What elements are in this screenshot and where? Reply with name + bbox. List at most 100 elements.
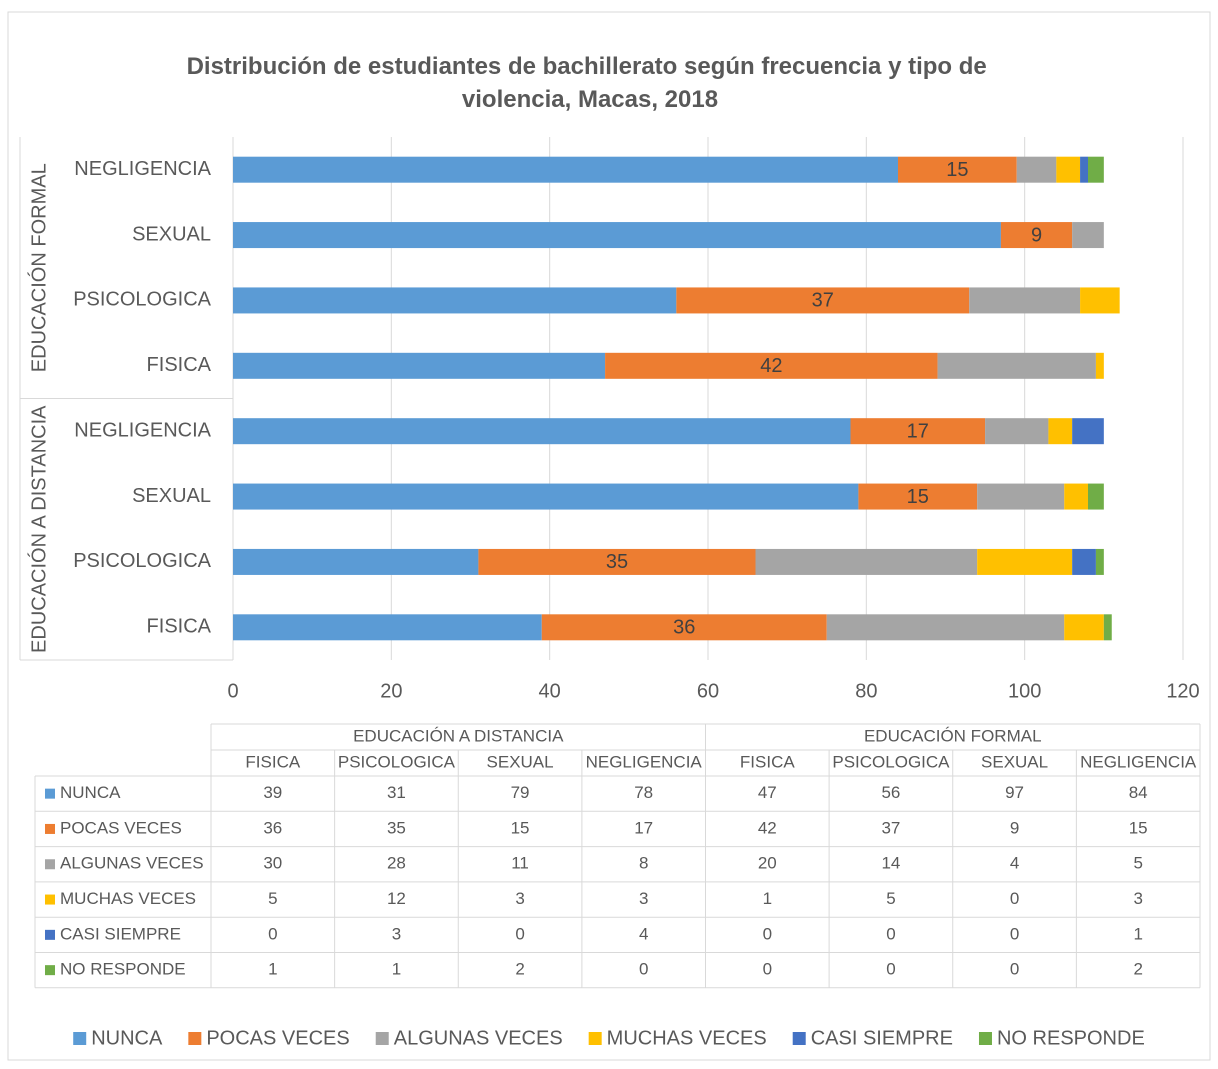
- table-cell: 84: [1129, 783, 1148, 802]
- table-cell: 1: [763, 889, 772, 908]
- legend-label: MUCHAS VECES: [607, 1027, 767, 1049]
- x-tick-label: 40: [539, 680, 561, 702]
- table-column-header: SEXUAL: [487, 752, 554, 771]
- data-label: 9: [1031, 224, 1042, 246]
- bar-segment: [969, 287, 1081, 314]
- table-cell: 4: [1010, 854, 1019, 873]
- table-cell: 0: [1010, 889, 1019, 908]
- legend-label: NUNCA: [91, 1027, 163, 1049]
- data-label: 35: [606, 551, 628, 573]
- table-cell: 37: [881, 818, 900, 837]
- table-cell: 0: [886, 960, 895, 979]
- bar-segment: [676, 287, 970, 314]
- table-cell: 17: [634, 818, 653, 837]
- table-cell: 1: [1133, 924, 1142, 943]
- table-cell: 3: [392, 924, 401, 943]
- bar-segment: [233, 352, 606, 379]
- y-tick-label: NEGLIGENCIA: [74, 419, 211, 441]
- bar-segment: [1016, 156, 1057, 183]
- y-tick-label: PSICOLOGICA: [73, 550, 211, 572]
- table-cell: 12: [387, 889, 406, 908]
- table-cell: 2: [1133, 960, 1142, 979]
- table-row-header: POCAS VECES: [60, 818, 182, 837]
- bar-segment: [898, 156, 1017, 183]
- bar-segment: [233, 483, 859, 510]
- table-cell: 2: [515, 960, 524, 979]
- legend-key: [978, 1032, 992, 1045]
- legend: NUNCA POCAS VECES ALGUNAS VECES MUCHAS VECE…: [73, 1027, 1145, 1049]
- bar-segment: [233, 287, 677, 314]
- table-row-header: ALGUNAS VECES: [60, 854, 204, 873]
- legend-key: [45, 788, 55, 799]
- table-column-header: NEGLIGENCIA: [1080, 752, 1197, 771]
- legend-key: [73, 1032, 87, 1045]
- table-group-header: EDUCACIÓN A DISTANCIA: [353, 726, 564, 745]
- bar-segment: [858, 483, 978, 510]
- legend-key: [45, 823, 55, 834]
- table-cell: 31: [387, 783, 406, 802]
- table-column-header: FISICA: [245, 752, 300, 771]
- table-cell: 1: [392, 960, 401, 979]
- legend-key: [45, 965, 55, 976]
- legend-key: [375, 1032, 389, 1045]
- data-label: 15: [946, 159, 968, 181]
- table-cell: 79: [511, 783, 530, 802]
- x-tick-label: 100: [1008, 680, 1041, 702]
- y-tick-label: FISICA: [147, 616, 212, 638]
- bar-segment: [1088, 156, 1104, 183]
- data-label: 42: [760, 355, 782, 377]
- data-label: 17: [907, 420, 929, 442]
- x-tick-label: 0: [227, 680, 238, 702]
- table-cell: 14: [881, 854, 900, 873]
- y-tick-label: SEXUAL: [132, 485, 211, 507]
- y-tick-label: PSICOLOGICA: [73, 289, 211, 311]
- legend-label: NO RESPONDE: [997, 1027, 1145, 1049]
- table-cell: 20: [758, 854, 777, 873]
- legend-key: [188, 1032, 202, 1045]
- table-cell: 78: [634, 783, 653, 802]
- table-column-header: PSICOLOGICA: [338, 752, 456, 771]
- legend-label: CASI SIEMPRE: [811, 1027, 953, 1049]
- legend-label: POCAS VECES: [206, 1027, 349, 1049]
- data-label: 37: [812, 290, 834, 312]
- legend-key: [792, 1032, 806, 1045]
- bar-segment: [1095, 352, 1104, 379]
- table-cell: 0: [515, 924, 524, 943]
- bar-segment: [1064, 614, 1104, 641]
- table-cell: 36: [263, 818, 282, 837]
- legend-key: [45, 894, 55, 905]
- bar-segment: [541, 614, 827, 641]
- table-cell: 0: [1010, 960, 1019, 979]
- table-cell: 15: [1129, 818, 1148, 837]
- x-tick-label: 80: [855, 680, 877, 702]
- data-label: 36: [673, 617, 695, 639]
- bar-segment: [1056, 156, 1081, 183]
- bar-segment: [826, 614, 1065, 641]
- bar-segment: [478, 548, 756, 575]
- bar-segment: [977, 483, 1065, 510]
- table-column-header: PSICOLOGICA: [832, 752, 950, 771]
- bar-segment: [850, 418, 986, 445]
- bar-segment: [1072, 222, 1104, 249]
- table-cell: 35: [387, 818, 406, 837]
- table-cell: 3: [1133, 889, 1142, 908]
- x-tick-label: 120: [1166, 680, 1199, 702]
- x-tick-label: 20: [380, 680, 402, 702]
- table-cell: 39: [263, 783, 282, 802]
- bar-segment: [233, 614, 542, 641]
- table-cell: 9: [1010, 818, 1019, 837]
- table-cell: 42: [758, 818, 777, 837]
- table-cell: 0: [639, 960, 648, 979]
- bar-segment: [233, 418, 851, 445]
- legend-key: [588, 1032, 602, 1045]
- table-cell: 1: [268, 960, 277, 979]
- bar-segment: [605, 352, 938, 379]
- table-cell: 30: [263, 854, 282, 873]
- table-group-header: EDUCACIÓN FORMAL: [864, 726, 1042, 745]
- table-row-header: NO RESPONDE: [60, 960, 186, 979]
- table-cell: 0: [1010, 924, 1019, 943]
- y-tick-label: NEGLIGENCIA: [74, 158, 211, 180]
- y-tick-label: FISICA: [147, 354, 212, 376]
- bar-segment: [1095, 548, 1104, 575]
